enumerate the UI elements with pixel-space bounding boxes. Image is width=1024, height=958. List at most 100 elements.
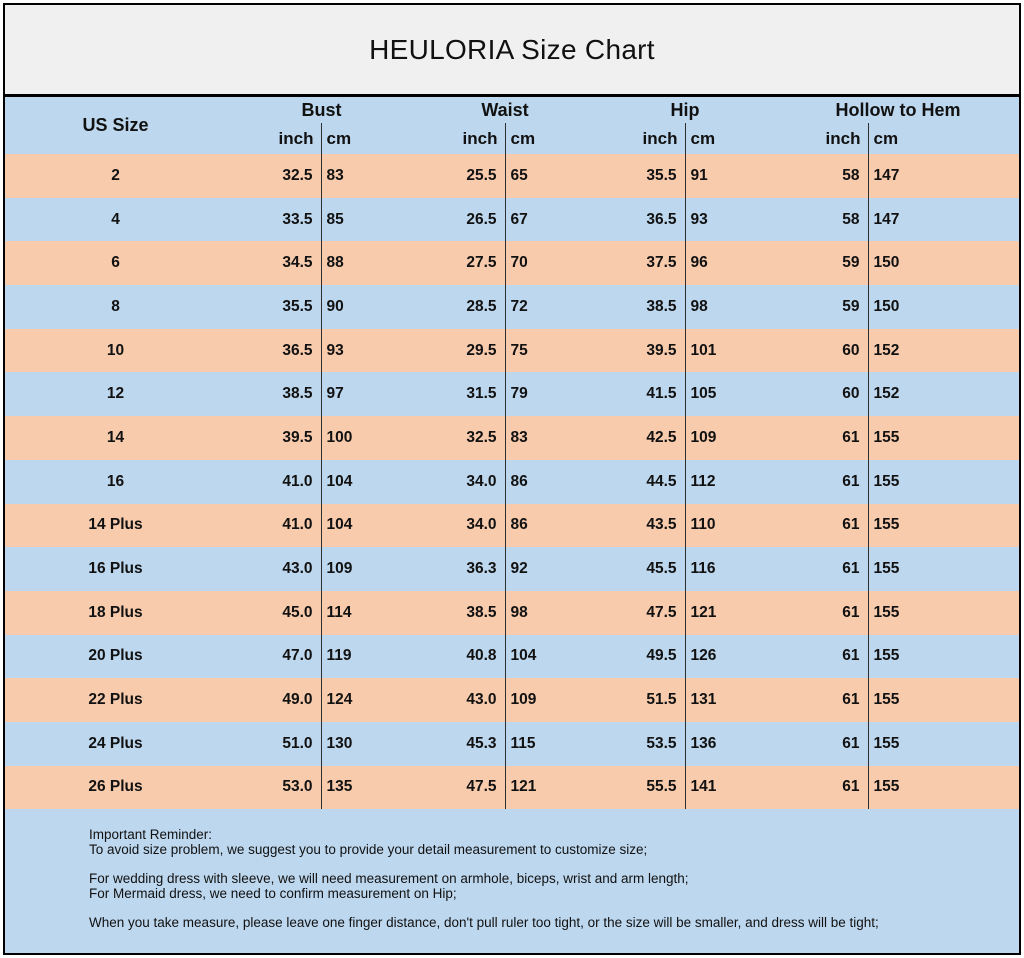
hollow-inch-cell: 61 bbox=[777, 678, 869, 722]
bust-inch-cell: 35.5 bbox=[226, 285, 322, 329]
hip-inch-cell: 41.5 bbox=[593, 372, 686, 417]
note-line: When you take measure, please leave one … bbox=[89, 914, 879, 930]
table-row: 24 Plus 51.0 130 45.3 115 53.5 136 61 15… bbox=[5, 721, 1019, 766]
title-bar: HEULORIA Size Chart bbox=[5, 5, 1019, 97]
waist-inch-header: inch bbox=[417, 123, 506, 154]
waist-inch-cell: 47.5 bbox=[417, 765, 506, 810]
header-group-hollow-to-hem: Hollow to Hem bbox=[777, 97, 1019, 123]
hip-cm-cell: 126 bbox=[685, 634, 777, 679]
waist-inch-cell: 25.5 bbox=[417, 154, 506, 198]
note-line: Important Reminder: bbox=[89, 827, 213, 843]
hip-cm-cell: 98 bbox=[685, 285, 777, 329]
hollow-inch-cell: 61 bbox=[777, 416, 869, 460]
hip-cm-header: cm bbox=[685, 123, 777, 154]
waist-inch-cell: 45.3 bbox=[417, 721, 506, 766]
bust-inch-cell: 33.5 bbox=[226, 197, 322, 242]
hip-cm-cell: 91 bbox=[685, 154, 777, 198]
reminder-paragraph: When you take measure, please leave one … bbox=[89, 914, 995, 931]
waist-cm-cell: 92 bbox=[505, 547, 593, 591]
size-chart-table: US Size Bust Waist Hip Hollow to Hem inc… bbox=[5, 97, 1019, 810]
table-row: 4 33.5 85 26.5 67 36.5 93 58 147 bbox=[5, 197, 1019, 242]
waist-inch-cell: 43.0 bbox=[417, 678, 506, 722]
table-row: 8 35.5 90 28.5 72 38.5 98 59 150 bbox=[5, 285, 1019, 329]
reminder-paragraph: For wedding dress with sleeve, we will n… bbox=[89, 871, 995, 901]
header-group-waist: Waist bbox=[417, 97, 593, 123]
bust-inch-cell: 45.0 bbox=[226, 590, 322, 635]
table-header: US Size Bust Waist Hip Hollow to Hem inc… bbox=[5, 97, 1019, 154]
waist-inch-cell: 34.0 bbox=[417, 459, 506, 504]
hip-inch-cell: 39.5 bbox=[593, 328, 686, 373]
header-unit-row: inch cm inch cm inch cm inch cm bbox=[5, 123, 1019, 154]
waist-inch-cell: 38.5 bbox=[417, 590, 506, 635]
hip-inch-cell: 43.5 bbox=[593, 503, 686, 548]
hip-cm-cell: 105 bbox=[685, 372, 777, 417]
us-size-cell: 14 Plus bbox=[5, 503, 226, 548]
hollow-cm-cell: 147 bbox=[868, 197, 1019, 242]
table-row: 14 39.5 100 32.5 83 42.5 109 61 155 bbox=[5, 416, 1019, 460]
size-table-body: 2 32.5 83 25.5 65 35.5 91 58 147 4 33.5 … bbox=[5, 154, 1019, 810]
hollow-cm-cell: 150 bbox=[868, 241, 1019, 286]
hip-inch-cell: 44.5 bbox=[593, 459, 686, 504]
hollow-inch-cell: 59 bbox=[777, 285, 869, 329]
waist-inch-cell: 31.5 bbox=[417, 372, 506, 417]
waist-cm-cell: 109 bbox=[505, 678, 593, 722]
bust-inch-cell: 47.0 bbox=[226, 634, 322, 679]
hip-cm-cell: 93 bbox=[685, 197, 777, 242]
hollow-cm-header: cm bbox=[868, 123, 1019, 154]
hip-cm-cell: 110 bbox=[685, 503, 777, 548]
bust-cm-cell: 90 bbox=[321, 285, 417, 329]
waist-inch-cell: 36.3 bbox=[417, 547, 506, 591]
bust-cm-cell: 119 bbox=[321, 634, 417, 679]
bust-cm-header: cm bbox=[321, 123, 417, 154]
reminder-notes: Important Reminder: To avoid size proble… bbox=[5, 809, 1019, 953]
bust-inch-header: inch bbox=[226, 123, 322, 154]
waist-cm-cell: 67 bbox=[505, 197, 593, 242]
waist-inch-cell: 28.5 bbox=[417, 285, 506, 329]
hollow-cm-cell: 155 bbox=[868, 459, 1019, 504]
hip-inch-cell: 47.5 bbox=[593, 590, 686, 635]
hollow-inch-cell: 61 bbox=[777, 765, 869, 810]
hip-inch-cell: 53.5 bbox=[593, 721, 686, 766]
hollow-inch-cell: 61 bbox=[777, 459, 869, 504]
page-title: HEULORIA Size Chart bbox=[369, 33, 655, 65]
hip-inch-header: inch bbox=[593, 123, 686, 154]
bust-inch-cell: 53.0 bbox=[226, 765, 322, 810]
table-row: 20 Plus 47.0 119 40.8 104 49.5 126 61 15… bbox=[5, 634, 1019, 679]
bust-inch-cell: 41.0 bbox=[226, 503, 322, 548]
hollow-cm-cell: 155 bbox=[868, 547, 1019, 591]
bust-inch-cell: 32.5 bbox=[226, 154, 322, 198]
bust-cm-cell: 83 bbox=[321, 154, 417, 198]
bust-inch-cell: 43.0 bbox=[226, 547, 322, 591]
us-size-cell: 2 bbox=[5, 154, 226, 198]
bust-cm-cell: 130 bbox=[321, 721, 417, 766]
hollow-inch-cell: 60 bbox=[777, 372, 869, 417]
us-size-cell: 16 Plus bbox=[5, 547, 226, 591]
bust-cm-cell: 114 bbox=[321, 590, 417, 635]
bust-cm-cell: 97 bbox=[321, 372, 417, 417]
hip-inch-cell: 38.5 bbox=[593, 285, 686, 329]
hip-cm-cell: 121 bbox=[685, 590, 777, 635]
us-size-cell: 4 bbox=[5, 197, 226, 242]
header-group-row: US Size Bust Waist Hip Hollow to Hem bbox=[5, 97, 1019, 154]
bust-inch-cell: 41.0 bbox=[226, 459, 322, 504]
bust-cm-cell: 124 bbox=[321, 678, 417, 722]
waist-inch-cell: 40.8 bbox=[417, 634, 506, 679]
hollow-inch-cell: 58 bbox=[777, 154, 869, 198]
hip-cm-cell: 116 bbox=[685, 547, 777, 591]
table-row: 16 41.0 104 34.0 86 44.5 112 61 155 bbox=[5, 459, 1019, 504]
waist-cm-cell: 83 bbox=[505, 416, 593, 460]
hollow-inch-cell: 61 bbox=[777, 590, 869, 635]
bust-cm-cell: 100 bbox=[321, 416, 417, 460]
hollow-cm-cell: 152 bbox=[868, 328, 1019, 373]
bust-inch-cell: 49.0 bbox=[226, 678, 322, 722]
us-size-cell: 14 bbox=[5, 416, 226, 460]
hip-inch-cell: 35.5 bbox=[593, 154, 686, 198]
bust-inch-cell: 51.0 bbox=[226, 721, 322, 766]
us-size-cell: 18 Plus bbox=[5, 590, 226, 635]
waist-cm-cell: 121 bbox=[505, 765, 593, 810]
hollow-inch-cell: 60 bbox=[777, 328, 869, 373]
us-size-cell: 8 bbox=[5, 285, 226, 329]
waist-cm-cell: 65 bbox=[505, 154, 593, 198]
waist-cm-cell: 104 bbox=[505, 634, 593, 679]
